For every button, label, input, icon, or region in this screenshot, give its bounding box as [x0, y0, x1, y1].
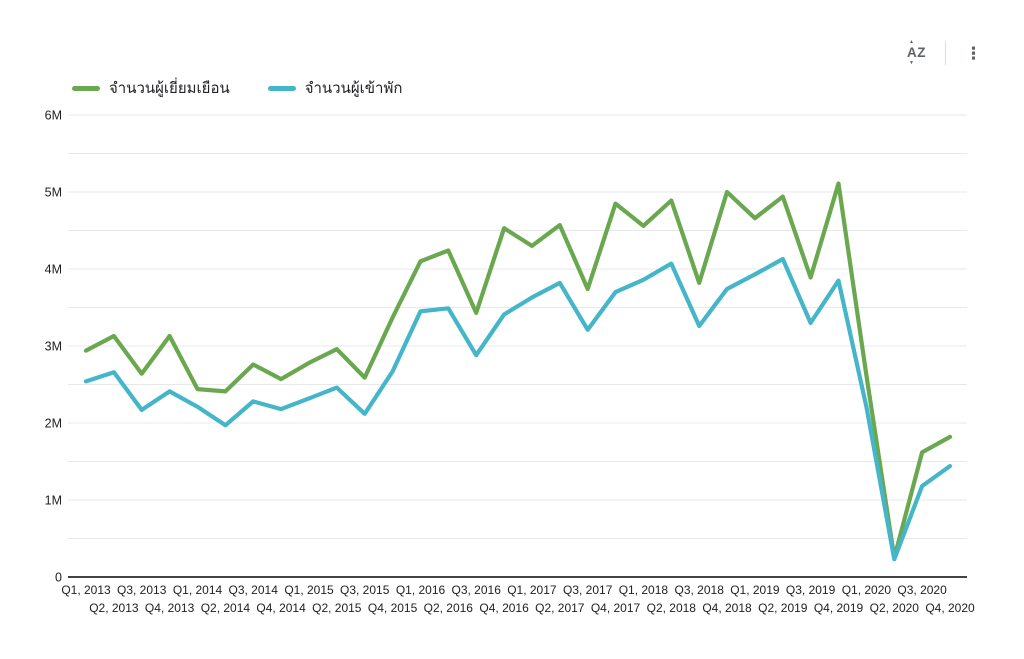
svg-text:Q1, 2017: Q1, 2017	[507, 583, 557, 597]
legend-item-visitors: จำนวนผู้เยี่ยมเยือน	[72, 81, 230, 96]
svg-text:2M: 2M	[45, 417, 62, 431]
legend-item-guests: จำนวนผู้เข้าพัก	[267, 80, 403, 97]
svg-text:6M: 6M	[45, 109, 62, 123]
sort-az-label: AZ	[907, 45, 926, 61]
svg-text:Q4, 2015: Q4, 2015	[368, 601, 418, 615]
svg-text:Q4, 2020: Q4, 2020	[925, 601, 975, 615]
svg-text:Q3, 2014: Q3, 2014	[229, 583, 279, 597]
svg-text:Q1, 2016: Q1, 2016	[396, 583, 446, 597]
svg-text:Q4, 2016: Q4, 2016	[479, 601, 529, 615]
svg-text:Q3, 2018: Q3, 2018	[675, 583, 725, 597]
legend-swatch-blue	[267, 86, 296, 91]
sort-az-icon[interactable]: ▲ AZ ▼	[903, 40, 930, 66]
svg-text:3M: 3M	[45, 340, 62, 354]
svg-text:4M: 4M	[45, 263, 62, 277]
sort-arrow-down-icon: ▼	[909, 59, 915, 66]
legend-swatch-green	[72, 86, 100, 91]
svg-text:Q2, 2016: Q2, 2016	[424, 601, 474, 615]
svg-text:Q2, 2020: Q2, 2020	[870, 601, 920, 615]
svg-text:Q1, 2014: Q1, 2014	[173, 583, 223, 597]
svg-text:0: 0	[55, 571, 62, 585]
svg-text:Q3, 2016: Q3, 2016	[452, 583, 502, 597]
svg-text:Q2, 2018: Q2, 2018	[647, 601, 697, 615]
toolbar-divider	[945, 41, 946, 65]
svg-text:Q1, 2020: Q1, 2020	[842, 583, 892, 597]
svg-text:Q3, 2020: Q3, 2020	[897, 583, 947, 597]
svg-text:Q3, 2017: Q3, 2017	[563, 583, 613, 597]
svg-text:Q2, 2017: Q2, 2017	[535, 601, 585, 615]
svg-text:Q4, 2017: Q4, 2017	[591, 601, 641, 615]
svg-text:Q4, 2019: Q4, 2019	[814, 601, 864, 615]
legend-label-guests: จำนวนผู้เข้าพัก	[304, 80, 403, 97]
sort-arrow-up-icon: ▲	[909, 39, 915, 46]
chart-toolbar: ▲ AZ ▼ ⋮	[903, 40, 986, 66]
svg-text:Q4, 2014: Q4, 2014	[256, 601, 306, 615]
svg-text:1M: 1M	[45, 494, 62, 508]
svg-text:Q2, 2015: Q2, 2015	[312, 601, 362, 615]
svg-text:Q4, 2013: Q4, 2013	[145, 601, 195, 615]
svg-text:Q2, 2019: Q2, 2019	[758, 601, 808, 615]
svg-text:Q1, 2013: Q1, 2013	[61, 583, 111, 597]
svg-text:Q2, 2013: Q2, 2013	[89, 601, 139, 615]
svg-text:Q3, 2019: Q3, 2019	[786, 583, 836, 597]
svg-text:Q1, 2019: Q1, 2019	[730, 583, 780, 597]
svg-text:5M: 5M	[45, 186, 62, 200]
svg-text:Q1, 2018: Q1, 2018	[619, 583, 669, 597]
svg-text:Q1, 2015: Q1, 2015	[284, 583, 334, 597]
svg-text:Q3, 2013: Q3, 2013	[117, 583, 167, 597]
svg-text:Q4, 2018: Q4, 2018	[702, 601, 752, 615]
chart-legend: จำนวนผู้เยี่ยมเยือน จำนวนผู้เข้าพัก	[72, 81, 402, 96]
legend-label-visitors: จำนวนผู้เยี่ยมเยือน	[109, 80, 230, 97]
more-options-icon[interactable]: ⋮	[965, 43, 982, 63]
svg-text:Q3, 2015: Q3, 2015	[340, 583, 390, 597]
svg-text:Q2, 2014: Q2, 2014	[201, 601, 251, 615]
